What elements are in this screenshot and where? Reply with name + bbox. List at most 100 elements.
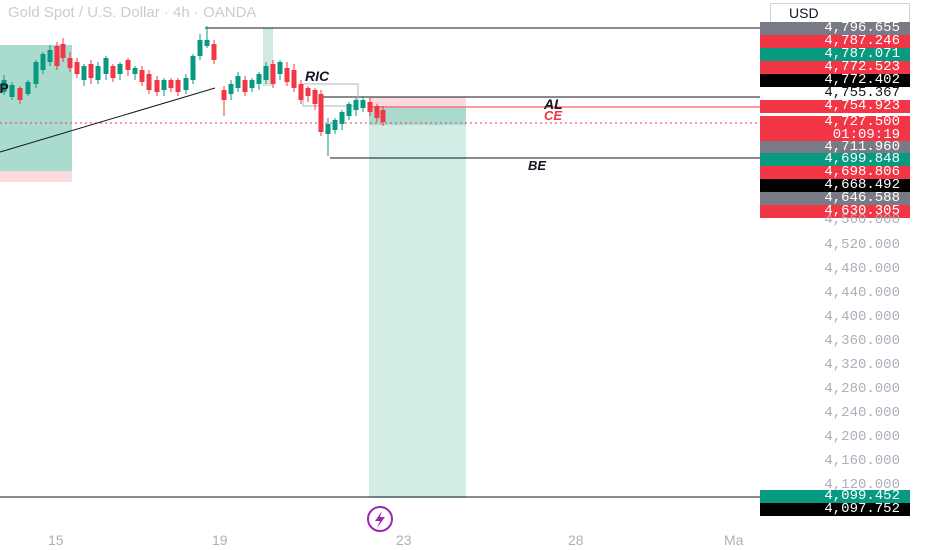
price-tick: 4,240.000 [824,405,900,421]
price-label: 4,646.588 [760,191,910,205]
candle-body [325,124,331,134]
trend-line [0,87,216,153]
long-entry-band [369,108,466,125]
price-label: 4,796.655 [760,21,910,35]
price-tick: 4,520.000 [824,237,900,253]
left-partial-label: EP [0,80,9,96]
candle-body [154,80,160,92]
candle-body [81,66,87,80]
price-tick: 4,200.000 [824,429,900,445]
candle-body [40,54,46,70]
candle-body [60,44,66,58]
candle-body [242,80,248,92]
candle-body [211,44,217,60]
candle-body [291,70,297,88]
candle-body [228,84,234,94]
time-tick: Ma [724,532,744,548]
price-label: 4,754.923 [760,99,910,113]
candle-body [305,88,311,96]
candle-body [277,62,283,74]
price-label: 4,787.071 [760,47,910,61]
time-tick: 28 [568,532,584,548]
price-tick: 4,320.000 [824,357,900,373]
candle-body [256,74,262,84]
candle-body [318,94,324,132]
candle-body [103,58,109,74]
price-label: 4,755.367 [760,86,910,100]
candle-body [249,80,255,88]
candle-body [125,60,131,70]
candle-body [88,64,94,78]
price-tick: 4,400.000 [824,309,900,325]
candle-body [168,80,174,88]
candle-body [190,56,196,80]
price-label: 4,097.752 [760,502,910,516]
candle-body [312,90,318,104]
long-target-zone [369,108,466,498]
price-label: 4,787.246 [760,34,910,48]
candle-body [9,85,15,97]
price-tick: 4,160.000 [824,453,900,469]
candle-body [346,104,352,116]
al-label: AL [544,96,563,112]
price-label: 4,668.492 [760,178,910,192]
middle-zone [263,28,273,86]
candle-body [132,68,138,74]
price-label: 4,711.960 [760,140,910,154]
price-label: 4,630.305 [760,204,910,218]
price-label: 4,698.806 [760,165,910,179]
price-tick: 4,280.000 [824,381,900,397]
candle-body [183,78,189,90]
candle-body [367,102,373,112]
candle-body [360,100,366,108]
candle-body [221,90,227,100]
candle-body [197,40,203,56]
candle-body [117,64,123,74]
candle-body [298,84,304,100]
candle-body [139,70,145,82]
price-label: 4,772.523 [760,60,910,74]
candle-body [161,80,167,90]
candle-body [270,64,276,84]
time-tick: 19 [212,532,228,548]
candle-body [1,80,7,92]
candle-body [146,74,152,90]
long-stop-zone [369,97,466,108]
price-label: 4,099.452 [760,489,910,503]
time-tick: 23 [396,532,412,548]
price-label: 4,699.848 [760,152,910,166]
countdown-label: 01:09:19 [760,128,910,142]
candle-body [263,66,269,80]
candle-body [175,80,181,92]
price-tick: 4,440.000 [824,285,900,301]
candle-body [284,68,290,82]
candle-body [380,110,386,122]
candle-body [54,46,60,66]
price-tick: 4,120.000 [824,477,900,493]
candle-body [67,58,73,68]
time-tick: 15 [48,532,64,548]
price-tick: 4,480.000 [824,261,900,277]
candle-body [17,88,23,100]
candle-body [47,50,53,62]
price-label: 4,772.402 [760,73,910,87]
ric-label: RIC [305,68,330,84]
price-tick: 4,360.000 [824,333,900,349]
candles-group [1,26,386,156]
candle-body [353,100,359,110]
candle-body [33,62,39,84]
be-label: BE [528,158,547,173]
lightning-icon[interactable] [367,506,393,532]
candle-body [25,82,31,94]
ric-box [302,83,359,107]
left-stop-zone [0,171,72,182]
candle-body [204,40,210,46]
chart-title: Gold Spot / U.S. Dollar · 4h · OANDA [8,4,257,21]
candle-body [332,120,338,130]
price-tick: 4,560.000 [824,212,900,228]
candle-body [110,66,116,78]
candle-body [339,112,345,124]
price-label: 4,727.500 [760,115,910,129]
candle-body [235,76,241,88]
